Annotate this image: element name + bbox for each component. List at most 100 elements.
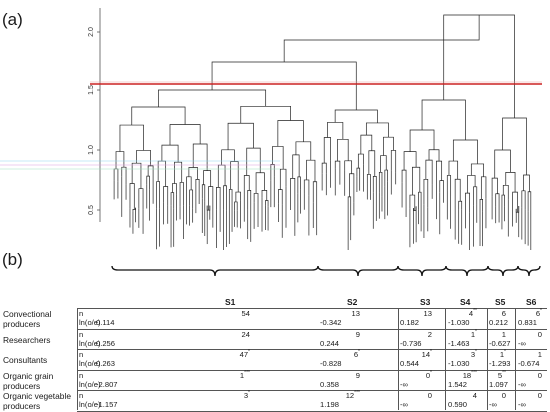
cell-ln: -∞ [400, 379, 408, 389]
row-label-line: producers [3, 401, 41, 411]
dendrogram-tree [113, 14, 532, 250]
cell-ln: 0.114 [96, 318, 115, 327]
dendrogram-branch [279, 168, 287, 190]
row-type-ln: ln(o/e) [79, 338, 101, 348]
dendrogram-branch [523, 174, 530, 192]
dendrogram-branch [344, 160, 353, 174]
y-tick-label: 1.0 [88, 145, 95, 155]
cell-n-value: 6 [353, 350, 359, 359]
cell-n-value: 9 [355, 329, 360, 339]
dendrogram-branch [349, 173, 355, 203]
dendrogram-branch [188, 167, 198, 180]
cell-n-value: 13 [423, 309, 432, 318]
dendrogram-branch [512, 191, 518, 213]
cell-n: 14* [421, 349, 432, 359]
cell-ln: -∞ [518, 400, 526, 409]
dendrogram-branch [465, 192, 470, 213]
cell-n-value: 1 [499, 350, 505, 359]
row-label-line: Organic grain [3, 370, 54, 381]
dendrogram-branch [272, 146, 284, 170]
cell-ln: 0.358 [320, 379, 340, 389]
row-type-ln: ln(o/e) [79, 318, 101, 327]
cell-ln: -1.293 [489, 359, 511, 368]
y-tick-label: 2.0 [88, 27, 95, 37]
row-label-line: Organic vegetable [3, 391, 71, 401]
dendrogram-branch [480, 176, 487, 200]
dendrogram-branch [409, 194, 416, 211]
cell-ln: 1.542 [448, 379, 468, 389]
dendrogram-branch [347, 196, 352, 213]
significance-marker: *** [354, 390, 360, 396]
cell-n-value: 1 [537, 350, 542, 359]
dendrogram-branch [172, 183, 177, 195]
cell-ln: 0.544 [400, 359, 420, 368]
dendrogram-branch [195, 179, 200, 198]
row-type-n: n [79, 391, 84, 400]
dendrogram-branch [366, 174, 371, 185]
cell-ln: -0.674 [518, 359, 540, 368]
dendrogram-branch [423, 178, 429, 208]
row-label-line: Convectional [3, 309, 52, 319]
cell-n: 6* [353, 349, 360, 359]
cell-n-value: 0 [537, 391, 542, 400]
cell-ln: -∞ [518, 338, 526, 348]
dendrogram-branch [527, 191, 532, 212]
cluster-brace [111, 265, 319, 277]
dendrogram-branch [161, 144, 179, 163]
dendrogram-branch [290, 177, 296, 195]
cell-n-value: 12 [345, 391, 355, 400]
row-divider [77, 390, 547, 391]
dendrogram: 0.5 1.0 1.5 2.0 [0, 8, 542, 277]
dendrogram-branch [383, 136, 394, 156]
cluster-braces [111, 265, 541, 277]
cell-n: 13 [424, 309, 432, 318]
cell-n-value: 3 [470, 350, 476, 359]
cell-n-value: 6 [535, 309, 541, 318]
row-type-n: n [79, 309, 84, 318]
cell-n-value: 18 [462, 370, 472, 380]
cell-ln: -0.828 [320, 359, 342, 368]
cell-ln: 1.097 [489, 379, 509, 389]
dendrogram-branch [494, 149, 511, 179]
cell-n-value: 47 [239, 350, 249, 359]
dendrogram-branch [418, 191, 422, 210]
dendrogram-branch [491, 177, 498, 197]
cell-ln: -∞ [400, 400, 408, 409]
dendrogram-branch [306, 159, 316, 182]
cell-n-value: 2 [427, 329, 432, 339]
dendrogram-branch [521, 190, 526, 210]
cell-n-value: 3 [243, 391, 249, 400]
dendrogram-branch [208, 186, 214, 211]
dendrogram-branch [270, 163, 275, 181]
dendrogram-branch [425, 159, 433, 185]
dendrogram-branch [255, 172, 265, 194]
dendrogram-branch [278, 189, 283, 205]
y-tick-label: 1.5 [88, 85, 95, 95]
dendrogram-branch [189, 189, 194, 209]
dendrogram-branch [265, 200, 269, 207]
cell-n-value: 0 [425, 370, 431, 380]
dendrogram-branch [334, 109, 378, 123]
dendrogram-branch [448, 160, 459, 180]
cell-n: 1 [502, 330, 506, 339]
cell-n: 0 [428, 391, 432, 400]
dendrogram-branch [203, 170, 212, 187]
significance-marker: ** [502, 369, 506, 376]
dendrogram-branch [368, 150, 376, 177]
row-label: Consultants [3, 355, 47, 365]
cluster-brace [517, 265, 541, 277]
y-axis-ticks: 0.5 1.0 1.5 2.0 [88, 27, 100, 215]
cell-n-value: 14 [421, 350, 431, 359]
cell-ln: 0.244 [320, 338, 340, 348]
cell-n: 47* [239, 349, 250, 359]
dendrogram-branch [227, 122, 254, 150]
dendrogram-branch [246, 147, 261, 176]
dendrogram-branch [223, 185, 227, 211]
dendrogram-branch [452, 139, 478, 164]
panel-b-label: (b) [2, 250, 23, 269]
dendrogram-branch [412, 166, 421, 196]
row-divider [77, 410, 547, 412]
dendrogram-branch [138, 188, 144, 210]
dendrogram-branch [129, 183, 135, 210]
dendrogram-branch [235, 191, 241, 202]
